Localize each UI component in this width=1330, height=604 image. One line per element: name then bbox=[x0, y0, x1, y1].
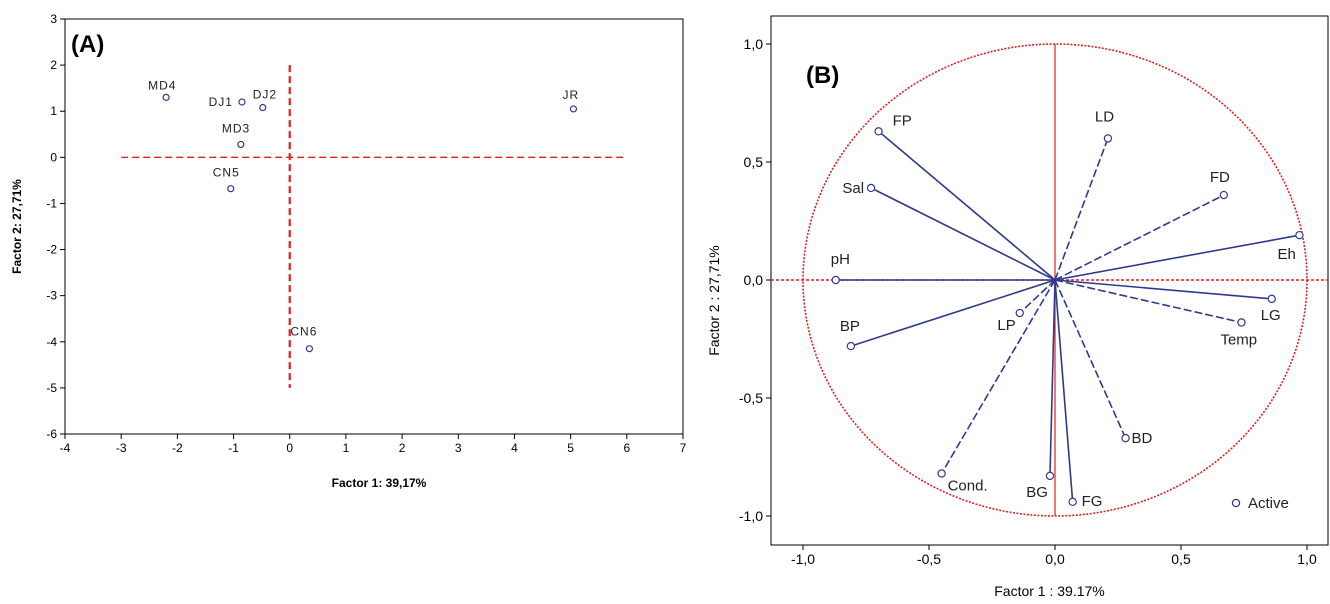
y-tick-label-a: -3 bbox=[46, 289, 57, 303]
x-tick-label-a: -2 bbox=[172, 441, 183, 455]
y-axis-title-a: Factor 2: 27,71% bbox=[10, 179, 24, 274]
variable-label: FD bbox=[1210, 169, 1230, 186]
loading-vector bbox=[1049, 279, 1056, 476]
y-tick-label-a: 0 bbox=[50, 150, 57, 164]
y-tick-label-b: -1,0 bbox=[739, 508, 763, 524]
x-tick-label-b: 0,5 bbox=[1171, 551, 1191, 567]
data-point-a bbox=[305, 345, 313, 353]
loading-vector bbox=[870, 187, 1056, 281]
x-tick-label-a: -3 bbox=[116, 441, 127, 455]
x-tick-label-a: -4 bbox=[60, 441, 71, 455]
plot-frame-a bbox=[64, 18, 684, 435]
variable-point bbox=[1103, 134, 1113, 143]
x-tick-label-a: 0 bbox=[286, 441, 293, 455]
variable-point bbox=[846, 341, 856, 351]
x-tick-label-a: 3 bbox=[455, 441, 462, 455]
loading-vector bbox=[850, 279, 1056, 347]
data-point-a bbox=[238, 98, 246, 106]
loading-vector bbox=[1054, 279, 1074, 502]
variable-label: BG bbox=[1026, 484, 1048, 501]
variable-point bbox=[1015, 308, 1024, 318]
variable-label: BP bbox=[840, 318, 860, 335]
data-point-a bbox=[162, 93, 170, 101]
data-point-a bbox=[259, 103, 267, 112]
y-tick-label-b: 1,0 bbox=[744, 36, 764, 52]
point-label-a: CN6 bbox=[290, 325, 317, 339]
loading-vector bbox=[1054, 194, 1225, 281]
y-tick-label-a: -5 bbox=[46, 381, 57, 395]
variable-point bbox=[866, 183, 876, 193]
x-tick-label-a: 7 bbox=[680, 441, 687, 455]
x-tick-label-b: -0,5 bbox=[917, 551, 941, 567]
variable-point bbox=[1267, 294, 1276, 304]
variable-point bbox=[1219, 190, 1229, 200]
variable-point bbox=[874, 127, 883, 136]
y-tick-label-b: -0,5 bbox=[739, 390, 763, 406]
x-tick-label-a: 2 bbox=[399, 441, 406, 455]
variable-label: Sal bbox=[842, 180, 864, 197]
loading-vector bbox=[1054, 234, 1300, 281]
variable-label: LD bbox=[1095, 108, 1114, 125]
loading-vector bbox=[940, 279, 1056, 474]
variable-label: LG bbox=[1261, 307, 1281, 324]
y-axis-title-b: Factor 2 : 27,71% bbox=[706, 245, 722, 356]
point-label-a: CN5 bbox=[213, 166, 240, 180]
panel-label-a: (A) bbox=[71, 31, 104, 58]
point-label-a: MD4 bbox=[148, 78, 176, 92]
variable-label: LP bbox=[997, 317, 1015, 334]
variable-point bbox=[831, 275, 840, 285]
panel-label-b: (B) bbox=[806, 62, 839, 89]
variable-label: FP bbox=[893, 112, 912, 129]
x-tick-label-a: 4 bbox=[511, 441, 518, 455]
variable-point bbox=[937, 469, 946, 478]
x-tick-label-b: -1,0 bbox=[791, 551, 815, 567]
variable-label: Cond. bbox=[948, 478, 988, 495]
y-tick-label-a: 2 bbox=[50, 58, 57, 72]
y-tick-label-b: 0,0 bbox=[744, 272, 764, 288]
loading-vector bbox=[1054, 279, 1272, 300]
variable-label: Temp bbox=[1220, 331, 1257, 348]
y-tick-label-a: -4 bbox=[46, 335, 57, 349]
x-tick-label-b: 0,0 bbox=[1045, 551, 1065, 567]
variable-label: Eh bbox=[1277, 246, 1295, 263]
y-tick-label-b: 0,5 bbox=[744, 154, 764, 170]
variable-label: BD bbox=[1132, 430, 1153, 447]
legend-marker bbox=[1231, 498, 1241, 508]
variable-point bbox=[1295, 230, 1304, 240]
point-label-a: MD3 bbox=[222, 121, 250, 135]
variable-point bbox=[1068, 497, 1077, 507]
loading-vector bbox=[1019, 279, 1056, 314]
x-axis-title-b: Factor 1 : 39.17% bbox=[994, 583, 1105, 599]
loading-vector bbox=[1054, 138, 1109, 281]
point-label-a: DJ2 bbox=[253, 88, 277, 102]
loading-vector bbox=[878, 130, 1056, 281]
loading-vector bbox=[1054, 279, 1127, 439]
data-point-a bbox=[569, 105, 578, 113]
data-point-a bbox=[237, 140, 245, 149]
y-tick-label-a: 3 bbox=[50, 12, 57, 26]
x-axis-title-a: Factor 1: 39,17% bbox=[332, 476, 427, 490]
y-tick-label-a: -1 bbox=[46, 196, 57, 210]
x-tick-label-a: 5 bbox=[567, 441, 574, 455]
variable-label: FG bbox=[1082, 493, 1103, 510]
panel-a-score-plot: -4 -3 -2 -1 0 1 2 3 4 5 6 7 3 2 1 0 -1 -2 -3 -4 -5 -6 MD4 DJ1 DJ… bbox=[10, 12, 687, 490]
point-label-a: JR bbox=[562, 88, 579, 102]
x-tick-label-a: -1 bbox=[228, 441, 239, 455]
variable-point bbox=[1237, 318, 1246, 327]
variable-point bbox=[1121, 433, 1130, 443]
x-tick-label-b: 1,0 bbox=[1297, 551, 1317, 567]
y-tick-label-a: 1 bbox=[50, 104, 57, 118]
y-tick-label-a: -6 bbox=[46, 427, 57, 441]
panel-b-correlation-circle: -1,0 -0,5 0,0 0,5 1,0 1,0 0,5 0,0 -0,5 -1,0 FP Sal p… bbox=[706, 15, 1329, 599]
loading-vector bbox=[1054, 279, 1242, 324]
x-tick-label-a: 1 bbox=[343, 441, 350, 455]
data-point-a bbox=[227, 185, 235, 193]
x-tick-label-a: 6 bbox=[623, 441, 630, 455]
point-label-a: DJ1 bbox=[209, 95, 233, 109]
legend-label: Active bbox=[1248, 495, 1289, 512]
y-tick-label-a: -2 bbox=[46, 243, 57, 257]
variable-point bbox=[1045, 471, 1055, 481]
variable-label: pH bbox=[831, 251, 850, 268]
